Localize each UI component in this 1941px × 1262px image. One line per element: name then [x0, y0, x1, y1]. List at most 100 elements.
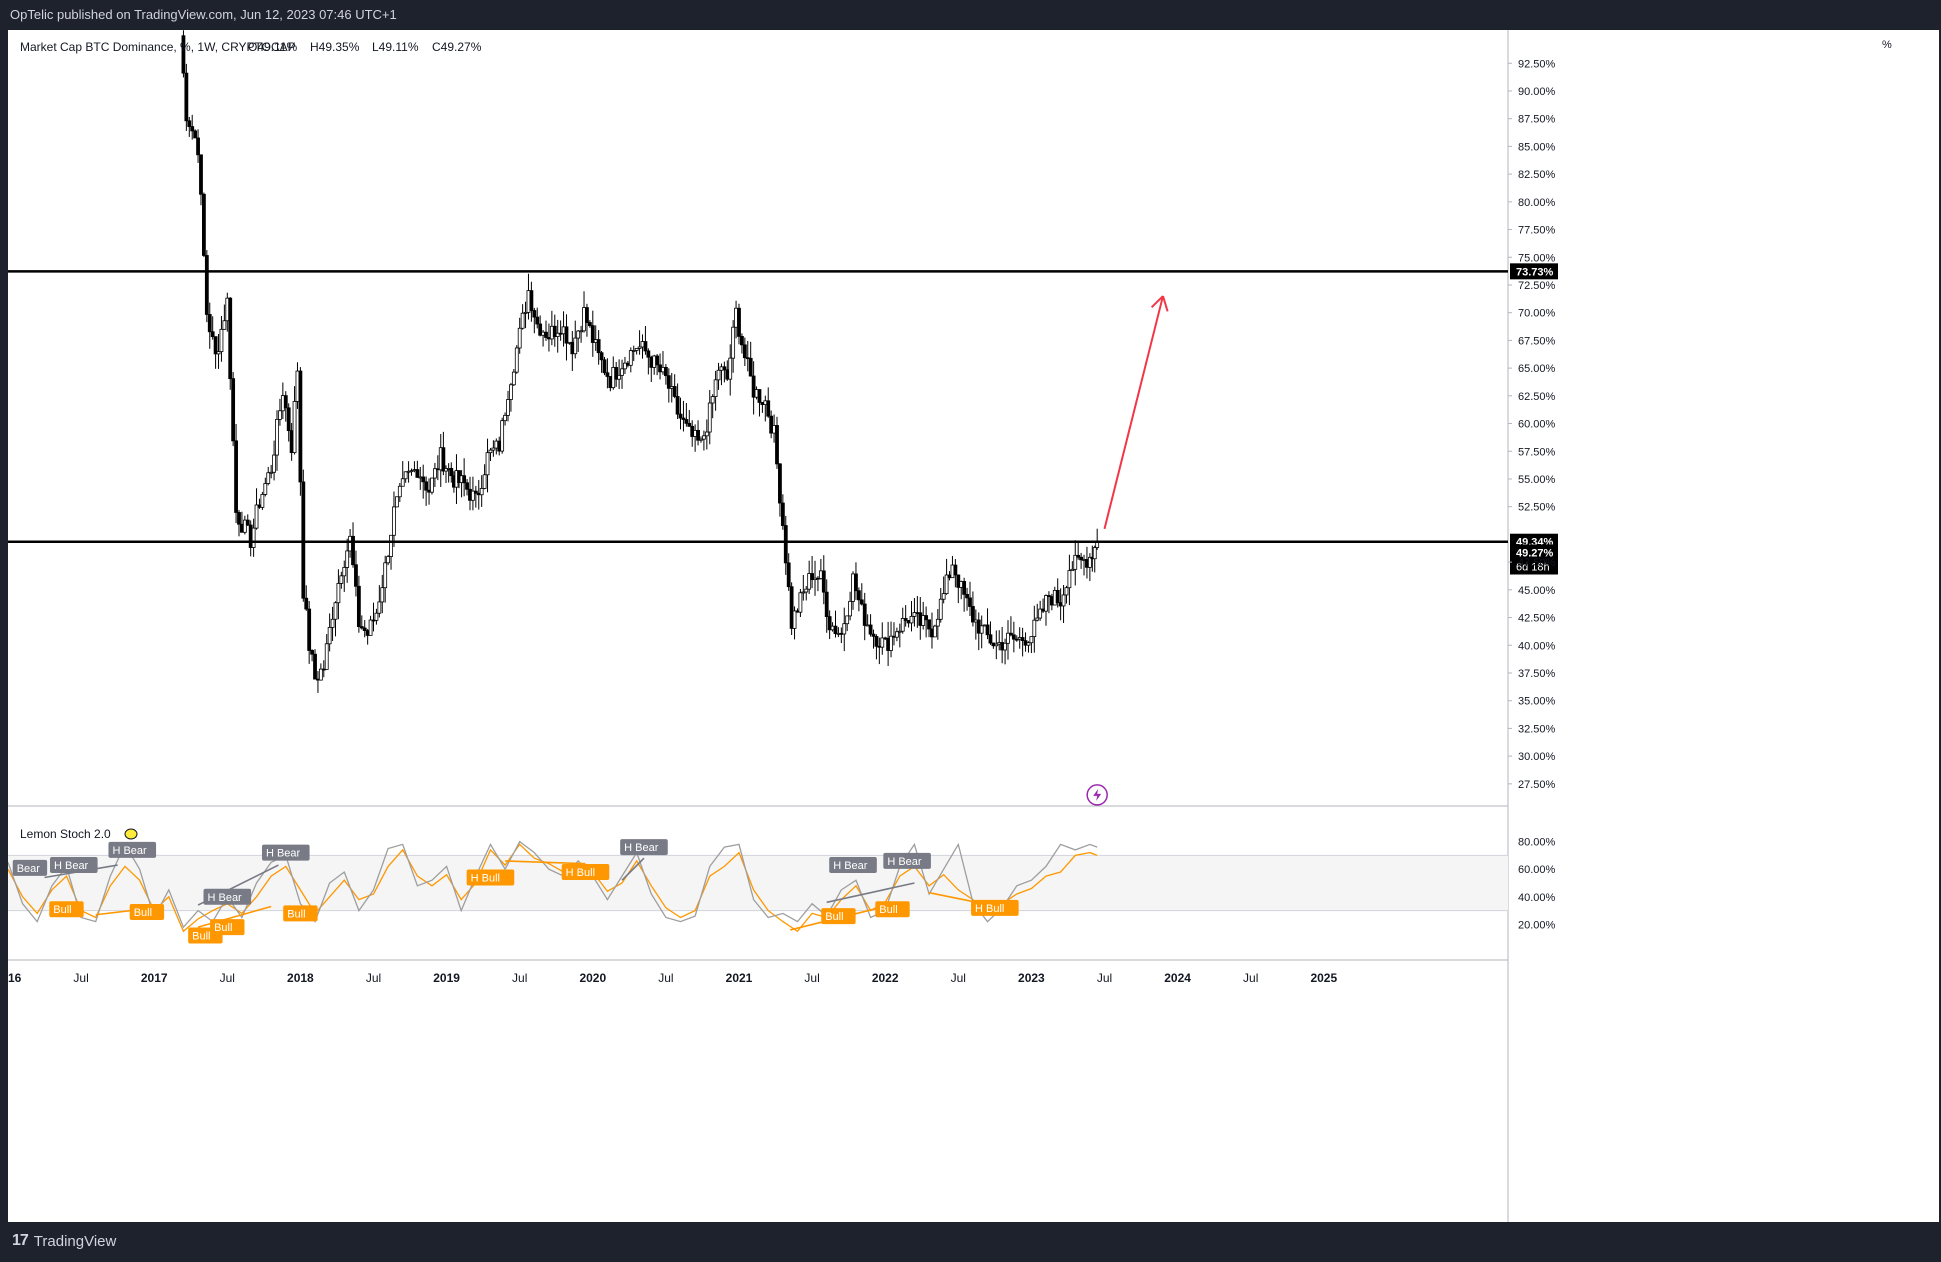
candle-body [310, 650, 314, 655]
candle-body [213, 336, 218, 355]
candle-body [576, 330, 581, 339]
price-axis[interactable]: 92.50% 90.00% 87.50% 85.00% 82.50% 80.00% 77.5… [1508, 58, 1556, 791]
candle-body [1055, 589, 1060, 604]
label-text: Bear [17, 863, 41, 875]
candle-body [374, 612, 379, 621]
time-tick-label: 2019 [433, 971, 460, 985]
candle-body [380, 587, 385, 603]
chart-area[interactable]: 73.73% 49.34% 49.27% 6d 18h 92.50% 90.00% 87.… [0, 30, 1939, 1222]
main-pane[interactable] [8, 30, 1509, 1222]
candle-body [1092, 547, 1097, 560]
candle-body [1076, 554, 1081, 558]
candle-body [307, 608, 312, 651]
candle-body [389, 534, 393, 557]
candle-body [702, 435, 706, 440]
price-tick-label: 67.50% [1518, 335, 1556, 347]
legend-open: O49.11% [248, 40, 297, 54]
time-axis[interactable]: 2016 Jul 2017 Jul 2018 Jul 2019 Jul 2020 Jul 2021 J… [0, 971, 1337, 985]
publisher-line: OpTelic published on TradingView.com, Ju… [10, 7, 397, 22]
candle-body [286, 407, 291, 432]
candle-body [433, 468, 437, 479]
label-bg [261, 844, 310, 861]
price-tick-label: 37.50% [1518, 668, 1556, 680]
candle-body [538, 323, 543, 336]
legend-high: H49.35% [310, 40, 360, 54]
candle-body [710, 396, 715, 404]
candle-body [441, 447, 446, 472]
chart-svg[interactable]: 73.73%49.34%49.27%6d 18h 92.50%90.00%87.… [0, 30, 1939, 1222]
candle-body [190, 126, 195, 132]
candle-body [889, 635, 893, 651]
candle-body [880, 637, 885, 648]
label-text: H Bear [833, 860, 868, 872]
time-tick-label: Jul [512, 971, 527, 985]
candle-body [351, 535, 355, 566]
bear-label: H Bear [829, 857, 877, 874]
candle-body [821, 570, 826, 593]
candle-body [807, 573, 812, 590]
stoch-title: Lemon Stoch 2.0 [20, 827, 111, 841]
label-bg [283, 905, 318, 922]
candle-body [643, 341, 648, 352]
candle-body [766, 400, 771, 417]
candle-body [242, 519, 247, 533]
candle-body [927, 619, 931, 630]
label-text: Bull [214, 922, 232, 934]
bear-label: H Bear [203, 888, 252, 905]
candle-body [868, 624, 873, 635]
bull-label: Bull [821, 908, 856, 925]
candle-body [254, 504, 259, 529]
label-text: H Bear [266, 848, 301, 860]
candle-body [769, 415, 774, 434]
stoch-title-group: Lemon Stoch 2.0 [20, 827, 138, 841]
candle-body [634, 347, 639, 351]
bull-label: H Bull [561, 863, 610, 880]
candle-body [535, 316, 540, 325]
price-tick-label: 90.00% [1518, 86, 1556, 98]
price-tick-label: 72.50% [1518, 280, 1556, 292]
candle-body [587, 322, 592, 327]
candle-body [181, 35, 186, 74]
bar-countdown: 6d 18h [1516, 561, 1550, 573]
time-tick-label: 2020 [579, 971, 606, 985]
label-bg [875, 901, 910, 918]
candle-body [994, 643, 999, 647]
bull-label: Bull [875, 901, 910, 918]
bull-divergence-line [505, 860, 586, 865]
lemon-icon [124, 828, 138, 840]
price-tick-label: 77.50% [1518, 225, 1556, 237]
candle-body [988, 634, 993, 644]
candle-body [304, 597, 309, 610]
candle-body [590, 325, 595, 343]
candle-body [1038, 608, 1043, 619]
candle-body [500, 420, 505, 452]
candle-body [449, 467, 454, 477]
candle-body [283, 395, 288, 409]
candle-body [196, 137, 200, 156]
time-tick-label: 2017 [141, 971, 168, 985]
annotations [1086, 295, 1169, 806]
candle-body [1026, 642, 1031, 646]
candle-body [333, 602, 338, 620]
stoch-tick-label: 40.00% [1518, 892, 1556, 904]
price-tick-label: 32.50% [1518, 723, 1556, 735]
candle-body [403, 471, 408, 480]
horizontal-levels[interactable]: 73.73%49.34%49.27%6d 18h [8, 263, 1558, 575]
candle-body [596, 339, 601, 354]
label-bg [108, 841, 157, 858]
candle-body [614, 367, 619, 380]
stoch-pane[interactable]: 80.00% 60.00% 40.00% 20.00% Bear H Bear H Bear… [7, 837, 1556, 944]
tradingview-logo[interactable]: 17 TradingView [12, 1232, 116, 1250]
candle-body [757, 389, 762, 403]
candle-body [1006, 632, 1010, 644]
candle-body [394, 496, 399, 508]
candle-body [509, 384, 513, 400]
candle-body [324, 643, 329, 670]
candle-body [985, 624, 990, 636]
price-tick-label: 55.00% [1518, 474, 1556, 486]
candle-body [292, 401, 297, 454]
candle-body [716, 369, 721, 381]
candle-body [602, 359, 607, 374]
candle-body [359, 626, 364, 629]
lightning-icon[interactable] [1086, 784, 1108, 806]
